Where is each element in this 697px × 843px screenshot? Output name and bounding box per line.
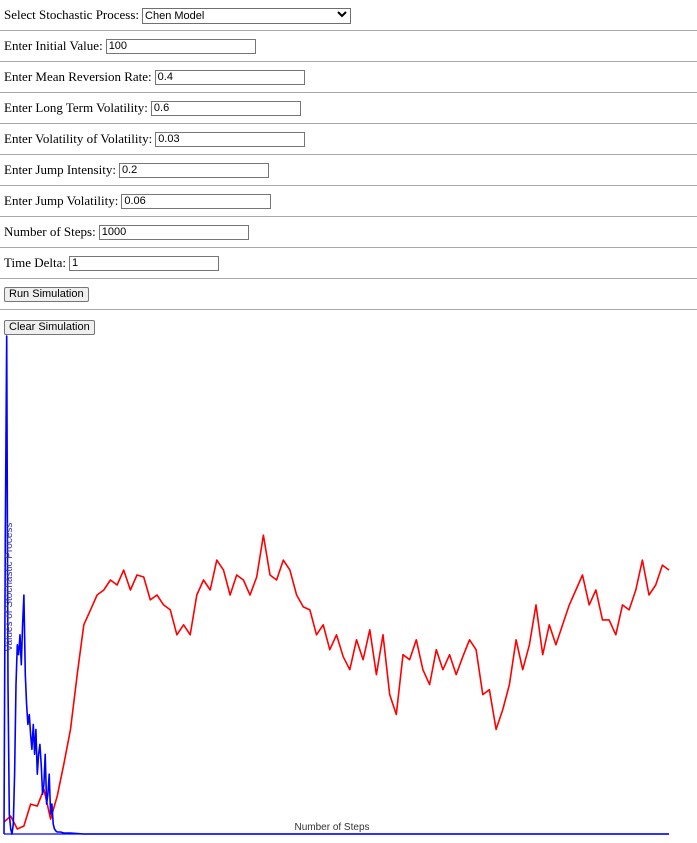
time-delta-label: Time Delta: xyxy=(4,255,66,270)
field-row-time-delta: Time Delta: xyxy=(0,248,697,278)
series-line-blue xyxy=(3,335,669,835)
process-label: Select Stochastic Process: xyxy=(4,7,140,22)
divider xyxy=(0,309,697,310)
field-row-jump-volatility: Enter Jump Volatility: xyxy=(0,186,697,216)
divider xyxy=(0,278,697,279)
time-delta-input[interactable] xyxy=(69,255,219,271)
field-row-vol-of-vol: Enter Volatility of Volatility: xyxy=(0,124,697,154)
clear-simulation-button[interactable]: Clear Simulation xyxy=(4,320,95,335)
vol-of-vol-label: Enter Volatility of Volatility: xyxy=(4,131,153,146)
divider xyxy=(0,123,697,124)
run-simulation-button[interactable]: Run Simulation xyxy=(4,286,89,302)
jump-intensity-input[interactable] xyxy=(118,162,269,178)
y-axis-label: Values of Stochastic Process xyxy=(4,523,15,652)
initial-value-label: Enter Initial Value: xyxy=(4,38,103,53)
divider xyxy=(0,247,697,248)
field-row-mean-reversion: Enter Mean Reversion Rate: xyxy=(0,62,697,92)
divider xyxy=(0,92,697,93)
field-row-jump-intensity: Enter Jump Intensity: xyxy=(0,155,697,185)
initial-value-input[interactable] xyxy=(105,38,256,54)
divider xyxy=(0,185,697,186)
mean-reversion-input[interactable] xyxy=(154,69,305,85)
series-line-red xyxy=(3,534,670,830)
jump-volatility-input[interactable] xyxy=(121,193,272,209)
jump-intensity-label: Enter Jump Intensity: xyxy=(4,162,116,177)
long-term-volatility-input[interactable] xyxy=(150,100,301,116)
simulation-chart: Number of Steps Values of Stochastic Pro… xyxy=(3,335,670,835)
chart-marks xyxy=(3,335,670,835)
field-row-initial-value: Enter Initial Value: xyxy=(0,31,697,61)
x-axis-label: Number of Steps xyxy=(294,822,369,833)
run-row: Run Simulation xyxy=(0,279,697,309)
divider xyxy=(0,30,697,31)
divider xyxy=(0,216,697,217)
field-row-number-of-steps: Number of Steps: xyxy=(0,217,697,247)
divider xyxy=(0,61,697,62)
mean-reversion-label: Enter Mean Reversion Rate: xyxy=(4,69,152,84)
number-of-steps-input[interactable] xyxy=(98,224,249,240)
number-of-steps-label: Number of Steps: xyxy=(4,224,96,239)
field-row-long-term-volatility: Enter Long Term Volatility: xyxy=(0,93,697,123)
divider xyxy=(0,154,697,155)
process-select[interactable]: Chen Model xyxy=(142,7,352,24)
process-row: Select Stochastic Process: Chen Model xyxy=(0,0,697,30)
process-select-wrap[interactable]: Chen Model xyxy=(142,7,352,24)
jump-volatility-label: Enter Jump Volatility: xyxy=(4,193,119,208)
vol-of-vol-input[interactable] xyxy=(155,131,306,147)
long-term-volatility-label: Enter Long Term Volatility: xyxy=(4,100,148,115)
